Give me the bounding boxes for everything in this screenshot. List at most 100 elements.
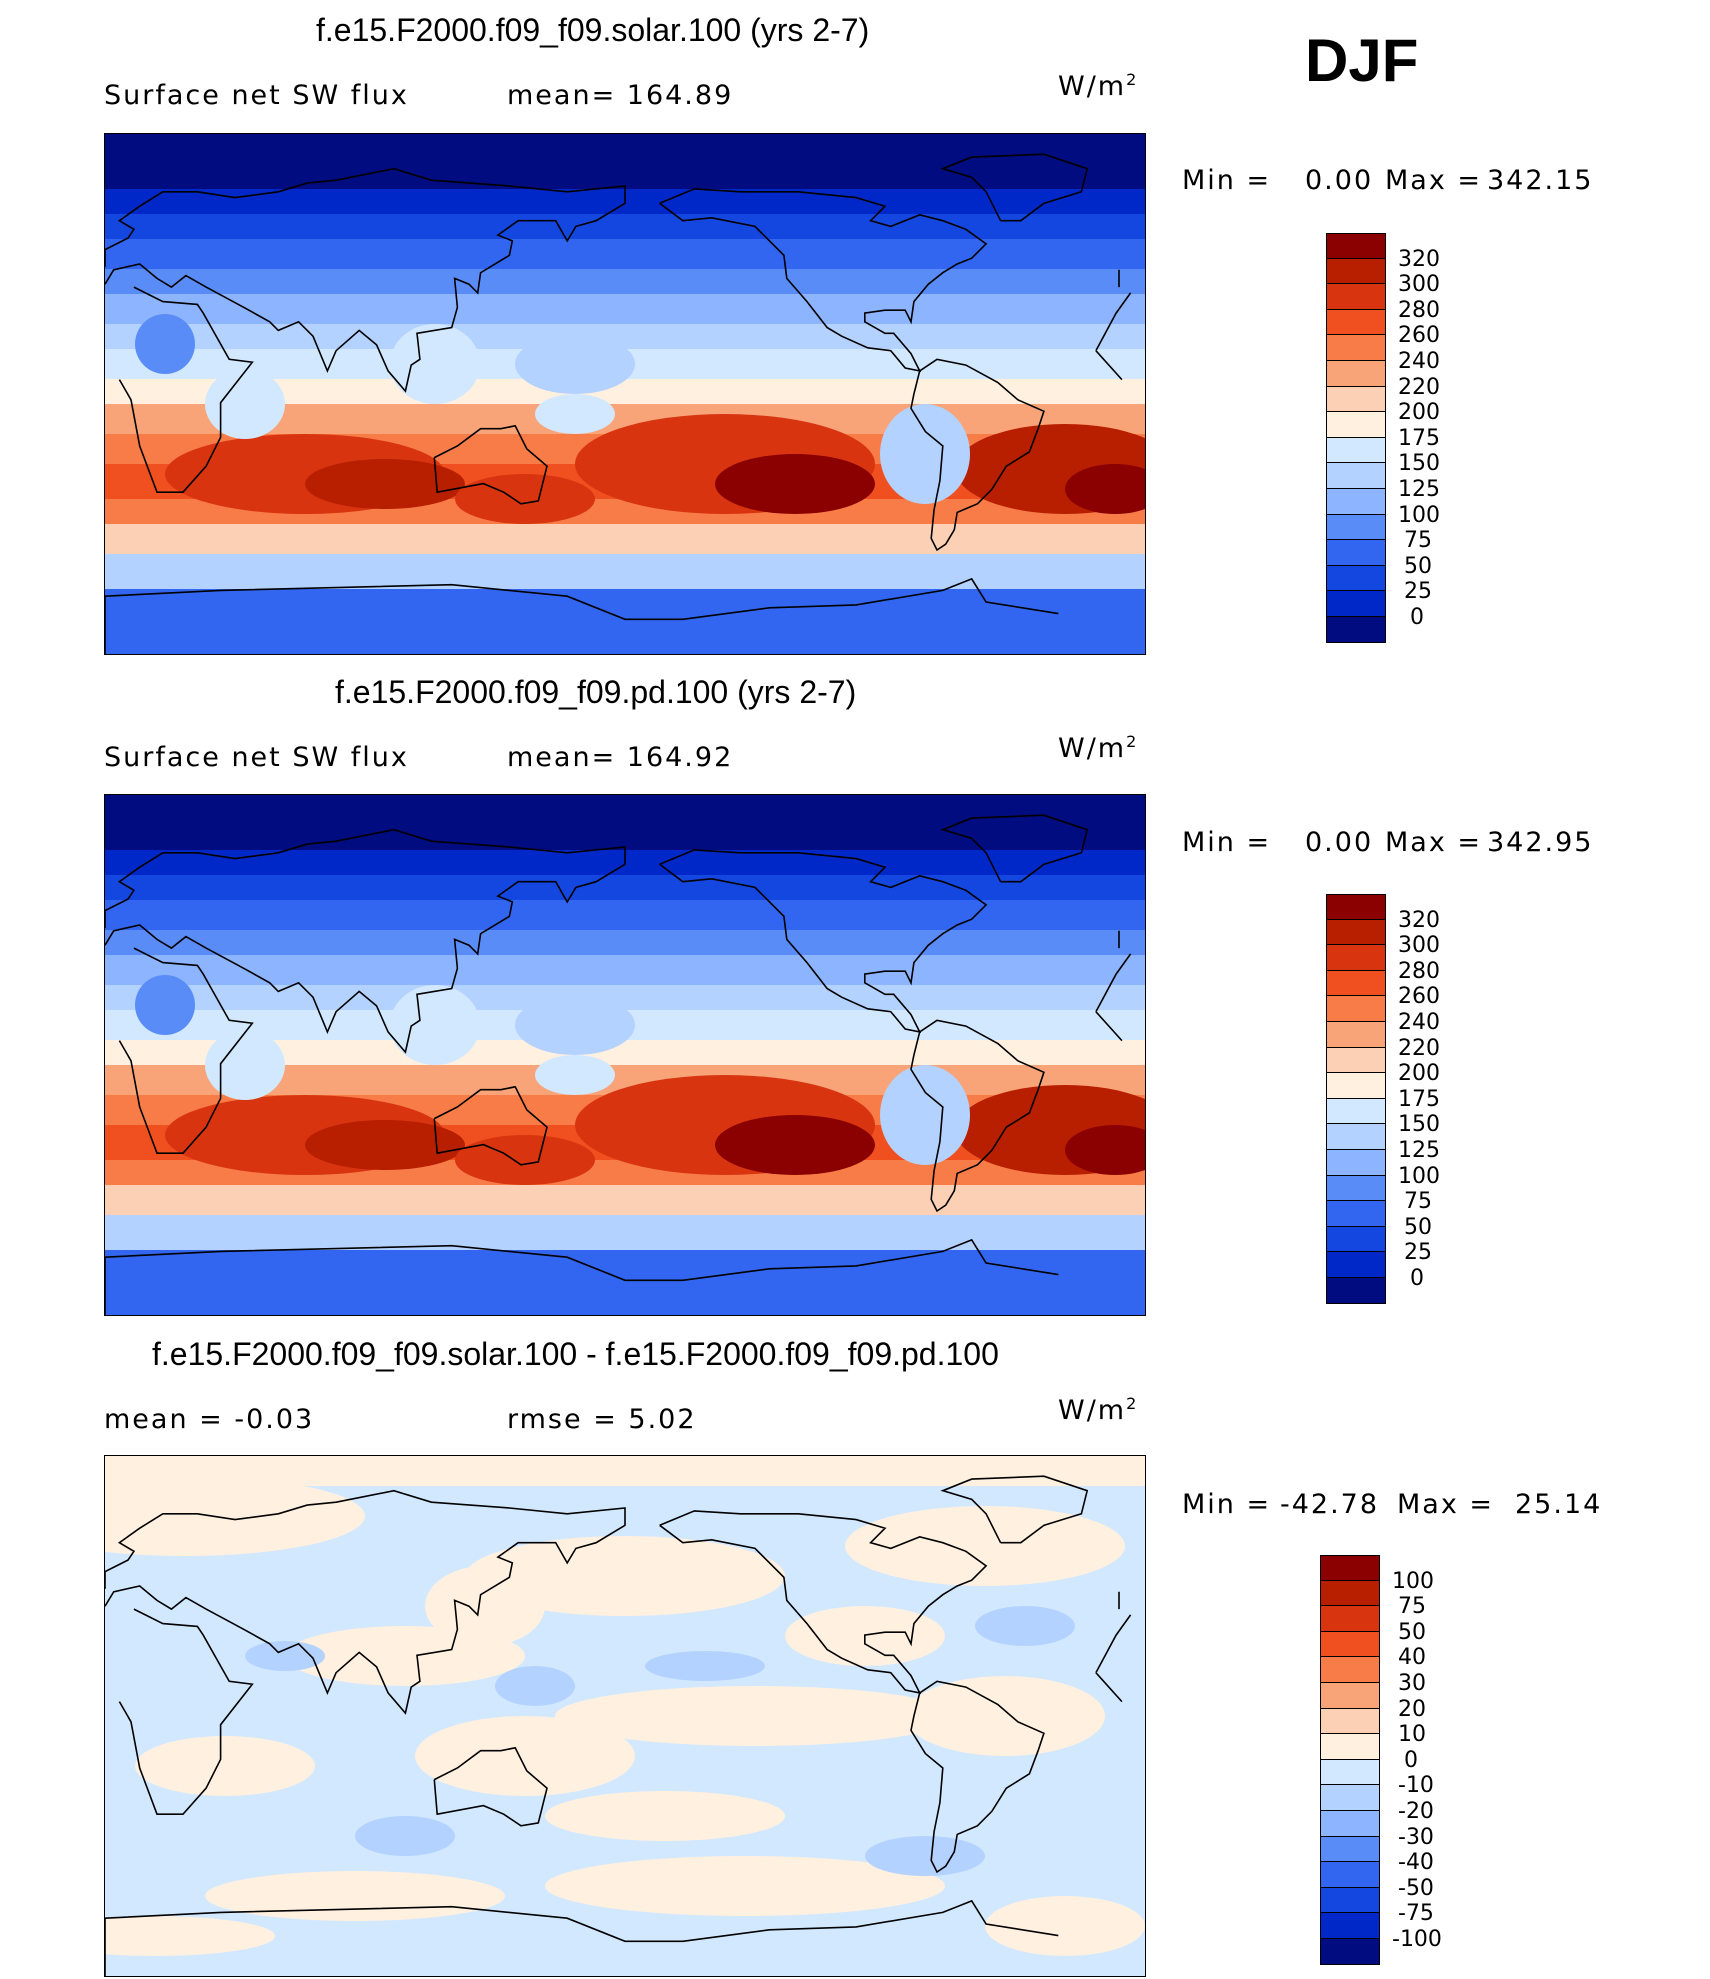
colorbar-tick-label: 320	[1398, 246, 1440, 272]
colorbar-tick-label: 150	[1398, 451, 1440, 477]
field-band	[105, 214, 1145, 239]
colorbar-box	[1326, 1073, 1386, 1099]
field-anomaly-patch	[555, 1686, 955, 1746]
panel-1-min-value: 0.00	[1305, 165, 1374, 196]
field-anomaly-patch	[245, 1641, 325, 1671]
field-maximum	[1065, 1125, 1145, 1175]
field-band	[105, 900, 1145, 930]
colorbar-box	[1326, 970, 1386, 997]
field-anomaly-patch	[645, 1651, 765, 1681]
colorbar-tick-label: 280	[1398, 297, 1440, 323]
colorbar-box	[1320, 1734, 1380, 1760]
colorbar-box	[1326, 361, 1386, 387]
field-anomaly-patch	[425, 1566, 545, 1646]
field-maximum	[1065, 464, 1145, 514]
colorbar-box	[1326, 591, 1386, 617]
colorbar-box	[1326, 1278, 1386, 1304]
colorbar-box	[1326, 335, 1386, 361]
field-land-feature	[515, 334, 635, 394]
panel-1-units: W/m2	[1058, 70, 1138, 102]
panel-2-units-exponent: 2	[1126, 732, 1139, 751]
colorbar-box	[1326, 1226, 1386, 1253]
field-anomaly-patch	[845, 1506, 1125, 1586]
panel-2-units: W/m2	[1058, 732, 1138, 764]
colorbar-box	[1320, 1683, 1380, 1709]
colorbar-box	[1326, 540, 1386, 566]
colorbar-tick-label: 0	[1410, 1266, 1424, 1291]
colorbar-box	[1326, 1201, 1386, 1227]
panel-1-mean-label: mean= 164.89	[507, 80, 734, 111]
colorbar-tick-label: 25	[1404, 1240, 1432, 1266]
field-land-feature	[205, 369, 285, 439]
colorbar-tick-label: 50	[1404, 553, 1432, 579]
field-land-feature	[205, 1030, 285, 1100]
colorbar-box	[1320, 1785, 1380, 1811]
field-anomaly-patch	[975, 1606, 1075, 1646]
panel-1-max-value: 342.15	[1487, 165, 1594, 196]
colorbar-box	[1326, 1047, 1386, 1074]
panel-3-units-base: W/m	[1058, 1395, 1127, 1426]
colorbar-tick-label: 200	[1398, 1061, 1440, 1087]
colorbar-box	[1320, 1887, 1380, 1914]
panel-3-min-value: -42.78	[1280, 1489, 1380, 1520]
colorbar-tick-label: 220	[1398, 374, 1440, 400]
field-band	[105, 930, 1145, 955]
field-band	[105, 1215, 1145, 1250]
colorbar-tick-label: 20	[1398, 1696, 1426, 1722]
field-land-feature	[390, 985, 480, 1065]
colorbar-tick-label: 300	[1398, 933, 1440, 959]
field-land-feature	[135, 314, 195, 374]
colorbar-tick-label: 100	[1398, 502, 1440, 528]
colorbar-tick-label: 30	[1398, 1671, 1426, 1696]
field-anomaly-patch	[415, 1716, 635, 1796]
colorbar-box	[1320, 1913, 1380, 1939]
panel-1-map	[104, 133, 1146, 655]
colorbar-box	[1320, 1811, 1380, 1837]
field-anomaly-patch	[905, 1676, 1105, 1756]
colorbar-tick-label: 75	[1404, 528, 1432, 554]
field-anomaly-patch	[865, 1836, 985, 1876]
colorbar-tick-label: 150	[1398, 1112, 1440, 1138]
panel-3-units-exponent: 2	[1126, 1394, 1139, 1413]
field-maximum	[455, 474, 595, 524]
field-band	[105, 239, 1145, 269]
coastline	[105, 1475, 1132, 1976]
map-canvas	[105, 1456, 1145, 1976]
colorbar-box	[1326, 945, 1386, 971]
panel-2-map	[104, 794, 1146, 1316]
colorbar-box	[1326, 1098, 1386, 1125]
field-anomaly-patch	[495, 1666, 575, 1706]
colorbar-box	[1326, 1022, 1386, 1048]
colorbar-tick-label: -10	[1398, 1773, 1434, 1799]
field-anomaly-patch	[545, 1791, 785, 1841]
colorbar-tick-label: -30	[1398, 1824, 1434, 1850]
field-land-feature	[135, 975, 195, 1035]
colorbar-tick-label: 175	[1398, 425, 1440, 451]
colorbar-tick-label: -20	[1398, 1799, 1434, 1824]
field-maximum	[715, 454, 875, 514]
field-anomaly-patch	[355, 1816, 455, 1856]
colorbar-tick-label: 40	[1398, 1645, 1426, 1671]
colorbar-tick-label: 0	[1410, 605, 1424, 630]
map-canvas	[105, 134, 1145, 654]
panel-3-max-label: Max =	[1397, 1489, 1495, 1520]
field-band	[105, 554, 1145, 589]
field-land-feature	[390, 324, 480, 404]
colorbar-box	[1326, 489, 1386, 515]
colorbar-box	[1320, 1606, 1380, 1632]
field-land-feature	[880, 404, 970, 504]
colorbar-box	[1320, 1555, 1380, 1581]
panel-1-min-label: Min =	[1182, 165, 1272, 196]
colorbar-box	[1326, 463, 1386, 489]
panel-2-mean-label: mean= 164.92	[507, 742, 734, 773]
colorbar-box	[1320, 1580, 1380, 1607]
panel-2-min-value: 0.00	[1305, 827, 1374, 858]
colorbar-tick-label: 75	[1398, 1594, 1426, 1620]
colorbar-tick-label: 320	[1398, 907, 1440, 933]
panel-1-title: f.e15.F2000.f09_f09.solar.100 (yrs 2-7)	[316, 12, 870, 48]
colorbar-box	[1320, 1708, 1380, 1735]
field-anomaly-patch	[205, 1871, 505, 1921]
colorbar-box	[1326, 1124, 1386, 1150]
panel-3-map	[104, 1455, 1146, 1977]
panel-2-min-label: Min =	[1182, 827, 1272, 858]
